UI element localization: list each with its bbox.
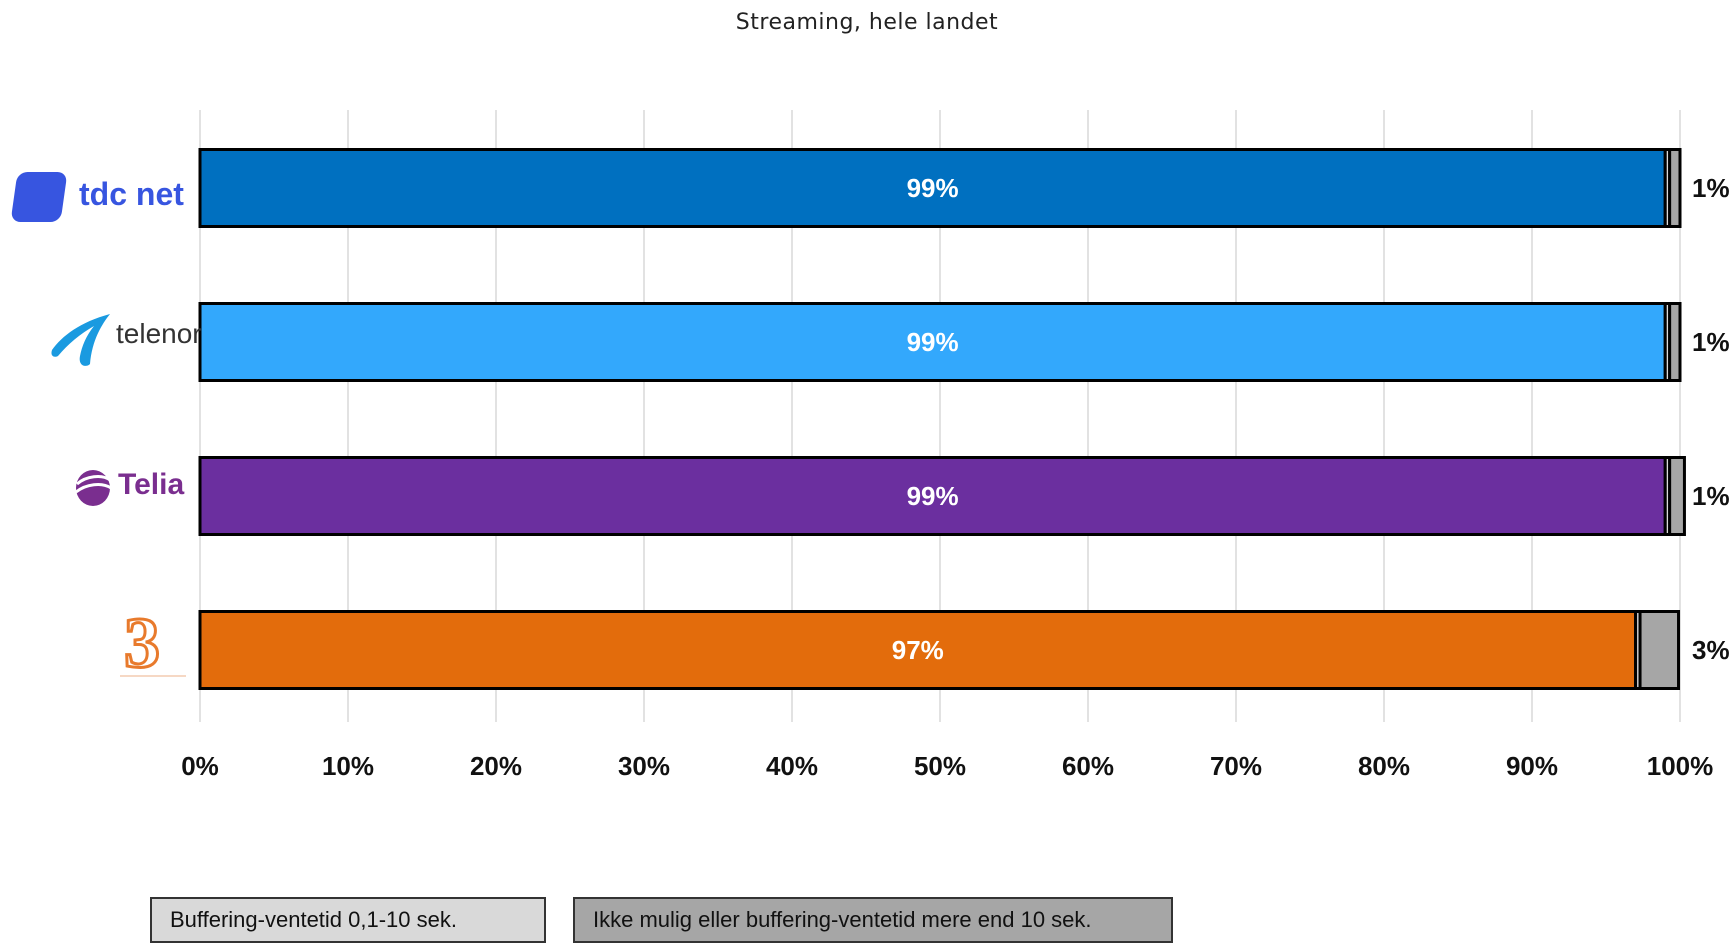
three-logo-baseline: [120, 675, 186, 677]
bar-segment-main: [198, 456, 1667, 536]
three-logo-text: 3: [123, 602, 162, 685]
bar-segment-not-possible: [1668, 302, 1682, 382]
x-tick-label: 0%: [181, 751, 219, 781]
bar-segment-not-possible: [1638, 610, 1681, 690]
tdc-net-logo-mark: [10, 172, 68, 222]
bar-segment-main: [198, 610, 1638, 690]
bar-end-label: 3%: [1692, 635, 1730, 665]
three-logo: 3: [120, 602, 190, 685]
bar-value-label: 99%: [907, 173, 959, 203]
x-tick-label: 40%: [766, 751, 818, 781]
telia-logo: Telia: [74, 466, 194, 510]
telia-logo-mark: [75, 470, 112, 506]
x-tick-label: 100%: [1647, 751, 1714, 781]
telenor-logo-text: telenor: [116, 318, 202, 349]
bar-chart: 99% 1% 99% 1% 99% 1% 97% 3% 0% 10% 20% 30% 40% 50% 60…: [181, 110, 1730, 781]
x-tick-label: 10%: [322, 751, 374, 781]
bar-end-label: 1%: [1692, 173, 1730, 203]
bar-value-label: 97%: [892, 635, 944, 665]
x-tick-label: 20%: [470, 751, 522, 781]
telenor-logo: telenor: [50, 306, 202, 370]
bar-end-label: 1%: [1692, 481, 1730, 511]
x-tick-label: 60%: [1062, 751, 1114, 781]
chart-title: Streaming, hele landet: [735, 10, 999, 35]
x-tick-label: 90%: [1506, 751, 1558, 781]
bar-end-label: 1%: [1692, 327, 1730, 357]
telia-logo-text: Telia: [118, 468, 185, 501]
x-tick-label: 70%: [1210, 751, 1262, 781]
bar-segment-not-possible: [1668, 148, 1682, 228]
bar-value-label: 99%: [907, 327, 959, 357]
x-tick-label: 30%: [618, 751, 670, 781]
bar-segment-main: [198, 302, 1667, 382]
bar-value-label: 99%: [907, 481, 959, 511]
legend-item-buffering: Buffering-ventetid 0,1-10 sek.: [150, 897, 546, 943]
x-tick-label: 80%: [1358, 751, 1410, 781]
tdc-net-logo: tdc net: [10, 172, 189, 222]
tdc-net-logo-text: tdc net: [79, 176, 184, 212]
x-tick-label: 50%: [914, 751, 966, 781]
bar-segment-not-possible: [1668, 456, 1686, 536]
legend-item-not-possible: Ikke mulig eller buffering-ventetid mere…: [573, 897, 1173, 943]
telenor-logo-mark: [51, 314, 110, 366]
